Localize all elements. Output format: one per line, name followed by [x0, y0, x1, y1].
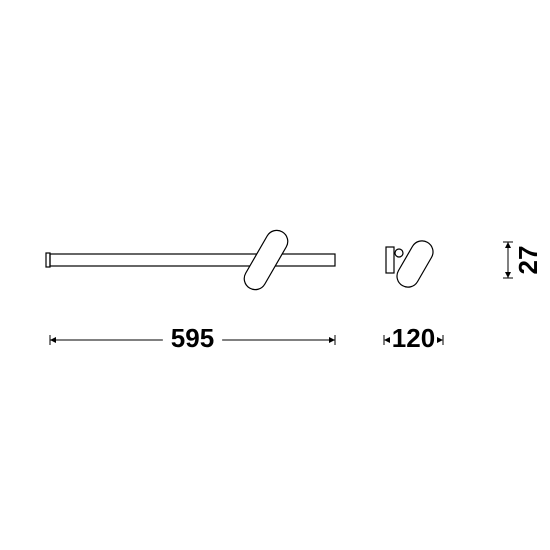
dim-width-main: 595	[171, 323, 214, 353]
front-bar	[50, 254, 335, 266]
side-mount-plate	[386, 247, 394, 273]
side-spot-head	[393, 237, 437, 291]
front-spot-head	[240, 226, 292, 293]
dimension-diagram: 595 120 27	[0, 0, 550, 550]
dim-width-side: 120	[392, 323, 435, 353]
side-pivot	[395, 249, 403, 257]
front-endcap	[46, 253, 50, 267]
dim-height: 27	[513, 246, 543, 275]
